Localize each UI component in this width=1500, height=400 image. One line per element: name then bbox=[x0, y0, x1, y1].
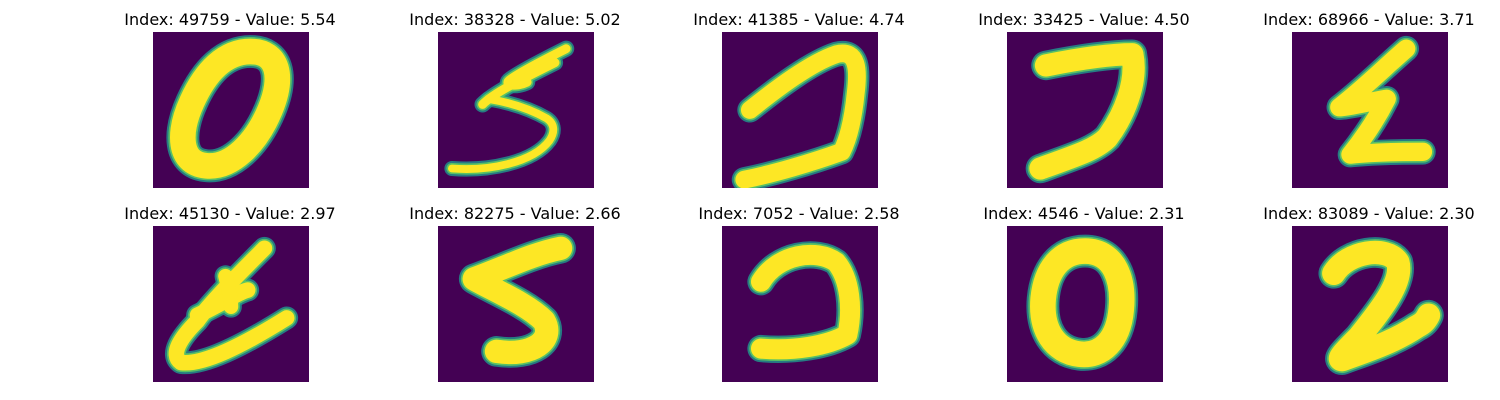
digit-panel: Index: 41385 - Value: 4.74 bbox=[684, 10, 914, 190]
digit-image bbox=[153, 226, 309, 382]
digit-image bbox=[1007, 226, 1163, 382]
digit-panel: Index: 83089 - Value: 2.30 bbox=[1254, 204, 1484, 384]
digit-panel: Index: 82275 - Value: 2.66 bbox=[400, 204, 630, 384]
digit-panel: Index: 4546 - Value: 2.31 bbox=[969, 204, 1199, 384]
digit-panel: Index: 38328 - Value: 5.02 bbox=[400, 10, 630, 190]
panel-title: Index: 41385 - Value: 4.74 bbox=[693, 10, 905, 29]
digit-image bbox=[438, 32, 594, 188]
digit-stroke bbox=[1322, 240, 1441, 372]
digit-stroke bbox=[1030, 238, 1135, 368]
digit-stroke bbox=[735, 44, 866, 188]
digit-stroke bbox=[750, 244, 861, 360]
digit-stroke bbox=[1330, 39, 1433, 164]
digit-panel: Index: 7052 - Value: 2.58 bbox=[684, 204, 914, 384]
digit-image bbox=[1007, 32, 1163, 188]
panel-title: Index: 7052 - Value: 2.58 bbox=[698, 204, 900, 223]
digit-stroke bbox=[170, 38, 291, 179]
digit-image bbox=[1292, 226, 1448, 382]
panel-title: Index: 49759 - Value: 5.54 bbox=[124, 10, 336, 29]
panel-title: Index: 45130 - Value: 2.97 bbox=[124, 204, 336, 223]
digit-panel: Index: 49759 - Value: 5.54 bbox=[115, 10, 345, 190]
digit-image bbox=[438, 226, 594, 382]
digit-image bbox=[1292, 32, 1448, 188]
digit-panel: Index: 68966 - Value: 3.71 bbox=[1254, 10, 1484, 190]
digit-panel: Index: 33425 - Value: 4.50 bbox=[969, 10, 1199, 190]
panel-title: Index: 38328 - Value: 5.02 bbox=[409, 10, 621, 29]
panel-title: Index: 4546 - Value: 2.31 bbox=[983, 204, 1185, 223]
panel-title: Index: 68966 - Value: 3.71 bbox=[1263, 10, 1475, 29]
panel-title: Index: 33425 - Value: 4.50 bbox=[978, 10, 1190, 29]
panel-title: Index: 83089 - Value: 2.30 bbox=[1263, 204, 1475, 223]
digit-stroke bbox=[448, 94, 558, 173]
digit-stroke bbox=[218, 268, 239, 315]
digit-image bbox=[722, 226, 878, 382]
digit-image bbox=[153, 32, 309, 188]
digit-image bbox=[722, 32, 878, 188]
digit-stroke bbox=[462, 236, 573, 365]
digit-panel: Index: 45130 - Value: 2.97 bbox=[115, 204, 345, 384]
digit-stroke bbox=[1029, 43, 1145, 180]
panel-title: Index: 82275 - Value: 2.66 bbox=[409, 204, 621, 223]
